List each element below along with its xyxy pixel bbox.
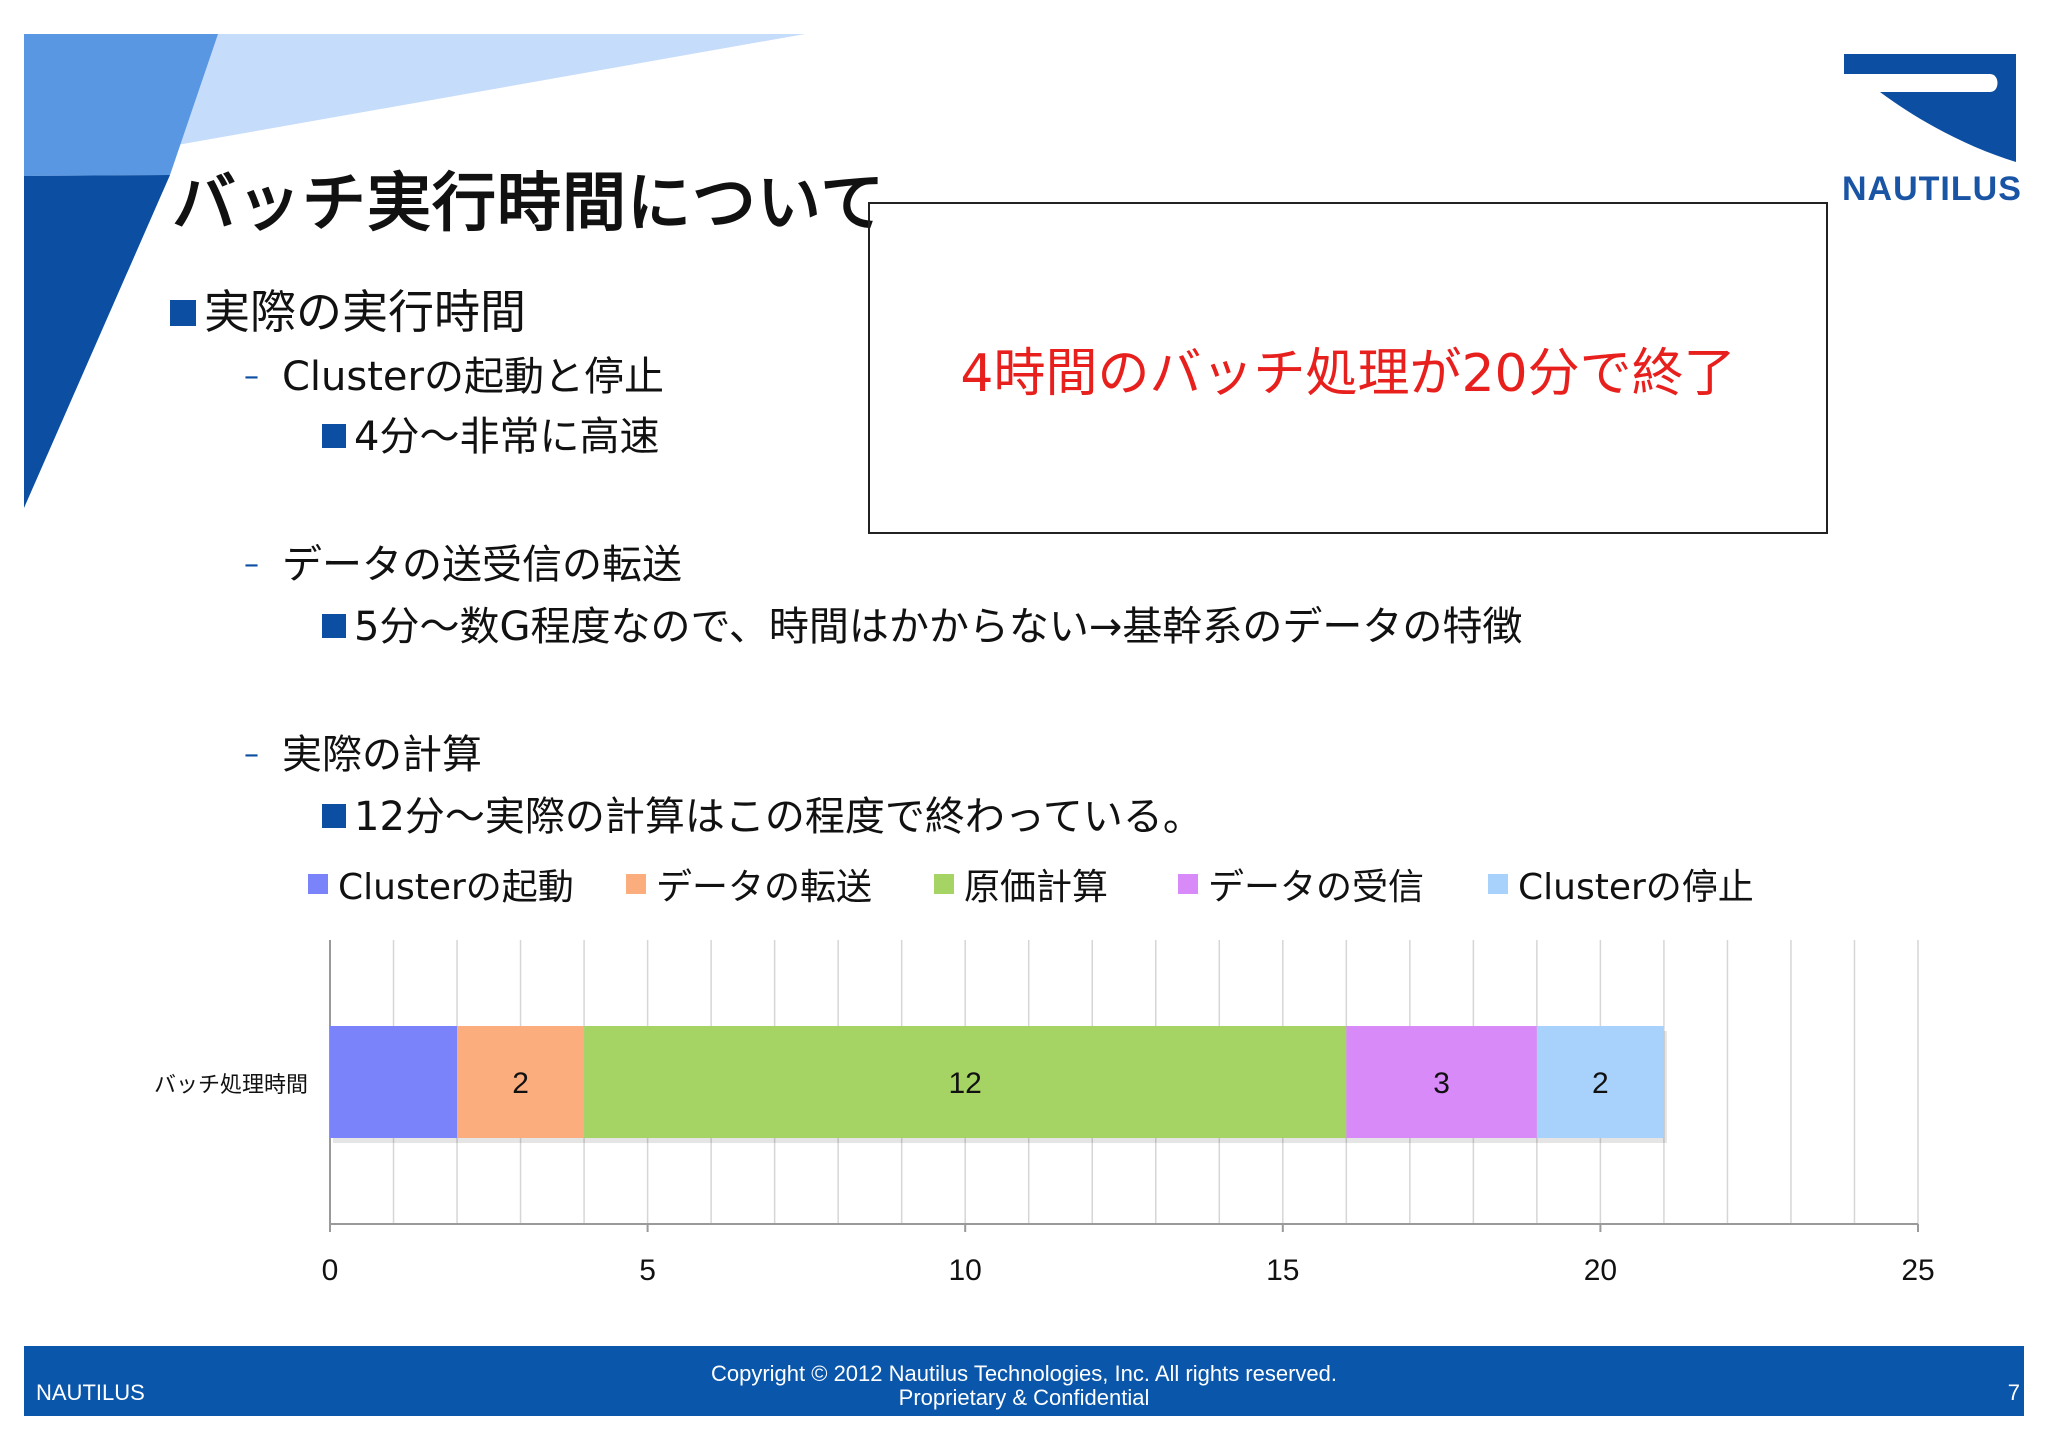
square-bullet-icon (322, 614, 346, 638)
legend-item-data-transfer: データの転送 (626, 858, 872, 910)
legend-swatch (1178, 874, 1198, 894)
dash-bullet-icon: – (244, 736, 259, 772)
x-tick-label: 15 (1266, 1254, 1299, 1287)
dash-bullet-icon: – (244, 358, 259, 394)
square-bullet-icon (322, 804, 346, 828)
legend-item-cluster-start: Clusterの起動 (308, 858, 574, 910)
sub-sub-bullet-compute-time: 12分～実際の計算はこの程度で終わっている。 (322, 784, 1203, 842)
x-tick-label: 25 (1901, 1254, 1934, 1287)
confidential-text: Proprietary & Confidential (898, 1385, 1150, 1410)
sub-sub-bullet-cluster-time: 4分～非常に高速 (322, 404, 659, 462)
x-tick-label: 20 (1584, 1254, 1617, 1287)
sub-bullet-compute: – 実際の計算 (244, 732, 482, 778)
data-label: 12 (949, 1067, 982, 1100)
square-bullet-icon (322, 424, 346, 448)
legend-swatch (626, 874, 646, 894)
legend-item-data-receive: データの受信 (1178, 858, 1424, 910)
legend-item-cost-calc: 原価計算 (934, 858, 1108, 910)
callout-box: 4時間のバッチ処理が20分で終了 (868, 202, 1828, 534)
x-tick-label: 5 (639, 1254, 656, 1287)
sub-bullet-transfer: – データの送受信の転送 (244, 542, 682, 588)
dash-bullet-icon: – (244, 546, 259, 582)
data-label: 3 (1433, 1067, 1450, 1100)
legend-swatch (1488, 874, 1508, 894)
square-bullet-icon (170, 299, 196, 326)
page-number: 7 (2007, 1380, 2020, 1405)
data-label: 2 (512, 1067, 529, 1100)
bullet-actual-runtime: 実際の実行時間 (170, 276, 526, 342)
footer-company: NAUTILUS (36, 1380, 145, 1405)
sub-bullet-cluster: – Clusterの起動と停止 (244, 354, 664, 400)
copyright-text: Copyright © 2012 Nautilus Technologies, … (710, 1361, 1338, 1386)
bar-segment (1346, 1026, 1537, 1138)
data-label: 2 (1592, 1067, 1609, 1100)
bar-segment (330, 1026, 458, 1138)
footer-copyright: Copyright © 2012 Nautilus Technologies, … (24, 1362, 2024, 1410)
callout-text: 4時間のバッチ処理が20分で終了 (960, 343, 1736, 404)
bar-segment (584, 1026, 1347, 1138)
legend-swatch (934, 874, 954, 894)
bar-segment (1536, 1026, 1664, 1138)
nautilus-logo-icon (1844, 54, 2016, 162)
x-tick-label: 0 (322, 1254, 339, 1287)
bar-segment (457, 1026, 585, 1138)
x-tick-label: 10 (949, 1254, 982, 1287)
category-label: バッチ処理時間 (154, 1073, 308, 1098)
logo-text: NAUTILUS (1842, 170, 2022, 208)
footer-bar: NAUTILUS Copyright © 2012 Nautilus Techn… (24, 1346, 2024, 1416)
slide-title: バッチ実行時間について (172, 167, 886, 241)
legend-item-cluster-stop: Clusterの停止 (1488, 858, 1754, 910)
legend-swatch (308, 874, 328, 894)
sub-sub-bullet-transfer-time: 5分～数G程度なので、時間はかからない→基幹系のデータの特徴 (322, 594, 1522, 652)
